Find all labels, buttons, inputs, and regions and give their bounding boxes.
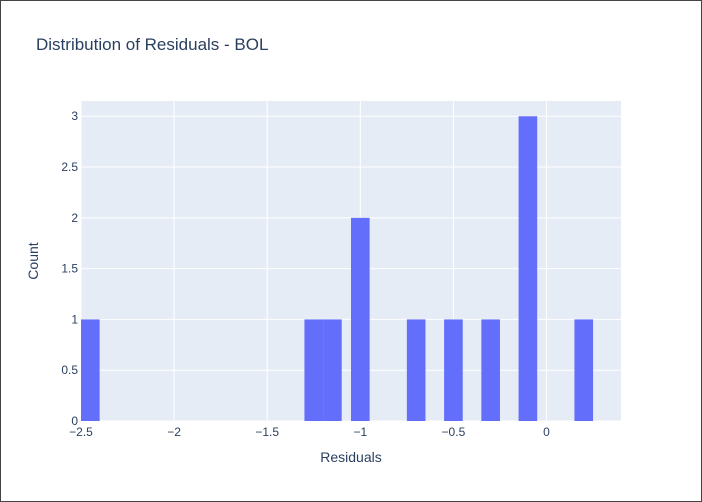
histogram-bar[interactable] bbox=[574, 319, 594, 421]
y-tick-label: 2 bbox=[71, 211, 78, 225]
histogram-bar[interactable] bbox=[481, 319, 500, 421]
x-tick-label: −1 bbox=[353, 425, 367, 439]
histogram-bar[interactable] bbox=[406, 319, 426, 421]
histogram-bar[interactable] bbox=[518, 116, 538, 421]
x-tick-label: −0.5 bbox=[442, 425, 466, 439]
y-tick-label: 0 bbox=[71, 414, 78, 428]
x-tick-label: −2.5 bbox=[69, 425, 93, 439]
x-tick-label: −2 bbox=[167, 425, 181, 439]
histogram-bar[interactable] bbox=[81, 319, 100, 421]
x-tick-label: 0 bbox=[543, 425, 550, 439]
y-tick-label: 1.5 bbox=[61, 262, 78, 276]
y-tick-label: 2.5 bbox=[61, 160, 78, 174]
chart-title: Distribution of Residuals - BOL bbox=[36, 35, 269, 54]
histogram-bar[interactable] bbox=[323, 319, 342, 421]
y-tick-label: 3 bbox=[71, 109, 78, 123]
y-tick-label: 1 bbox=[71, 312, 78, 326]
y-tick-labels: 0 0.5 1 1.5 2 2.5 3 bbox=[61, 109, 78, 428]
x-axis-title: Residuals bbox=[320, 449, 381, 465]
x-tick-labels: −2.5 −2 −1.5 −1 −0.5 0 bbox=[69, 425, 550, 439]
y-axis-title: Count bbox=[25, 242, 41, 279]
bars bbox=[81, 116, 594, 421]
histogram-bar[interactable] bbox=[351, 217, 370, 421]
histogram-bar[interactable] bbox=[444, 319, 463, 421]
y-tick-label: 0.5 bbox=[61, 363, 78, 377]
histogram-bar[interactable] bbox=[304, 319, 324, 421]
x-tick-label: −1.5 bbox=[255, 425, 279, 439]
